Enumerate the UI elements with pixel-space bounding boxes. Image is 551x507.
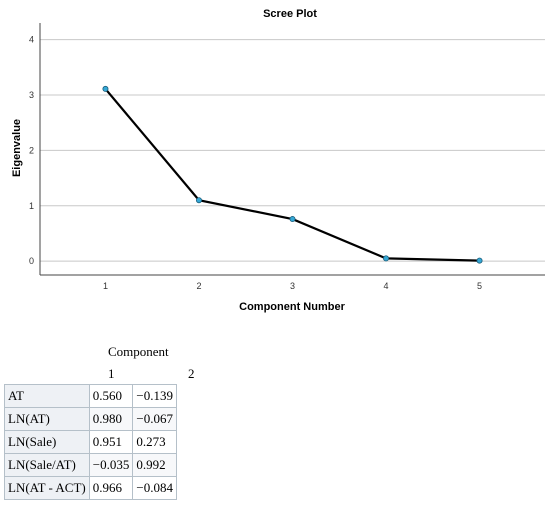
plot-area: 0 1 2 3 4 1 2 3 4 5	[29, 23, 545, 291]
data-point	[383, 255, 390, 262]
row-label: LN(AT - ACT)	[4, 476, 90, 500]
x-tick-label: 4	[384, 281, 389, 291]
component-1-value: −0.035	[88, 453, 134, 477]
component-1-value: 0.560	[88, 384, 134, 408]
table-row: LN(Sale/AT) −0.035 0.992	[4, 453, 177, 477]
data-point	[476, 257, 483, 264]
data-point	[102, 85, 109, 92]
x-tick-label: 3	[290, 281, 295, 291]
component-column-1: 1	[108, 366, 115, 381]
x-tick-label: 2	[196, 281, 201, 291]
component-1-value: 0.951	[88, 430, 134, 454]
y-tick-label: 2	[29, 145, 34, 155]
component-2-value: −0.084	[132, 476, 177, 500]
data-point	[195, 197, 202, 204]
eigenvalue-line	[104, 88, 480, 262]
row-label: LN(AT)	[4, 407, 90, 431]
y-tick-label: 1	[29, 201, 34, 211]
component-2-value: −0.139	[132, 384, 177, 408]
component-2-value: 0.992	[132, 453, 177, 477]
x-tick-label: 1	[103, 281, 108, 291]
loadings-grid: AT 0.560 −0.139 LN(AT) 0.980 −0.067 LN(Sale) 0.…	[4, 384, 177, 500]
table-row: LN(AT) 0.980 −0.067	[4, 407, 177, 431]
component-1-value: 0.980	[88, 407, 134, 431]
y-axis-label: Eigenvalue	[11, 119, 23, 177]
y-tick-label: 4	[29, 35, 34, 45]
x-axis-label: Component Number	[239, 301, 345, 313]
chart-title: Scree Plot	[263, 8, 317, 20]
row-label: LN(Sale/AT)	[4, 453, 90, 477]
table-row: LN(AT - ACT) 0.966 −0.084	[4, 476, 177, 500]
y-tick-label: 0	[29, 256, 34, 266]
y-tick-label: 3	[29, 90, 34, 100]
row-label: AT	[4, 384, 90, 408]
row-label: LN(Sale)	[4, 430, 90, 454]
component-1-value: 0.966	[88, 476, 134, 500]
data-point	[289, 216, 296, 223]
component-column-2: 2	[188, 366, 195, 381]
component-2-value: −0.067	[132, 407, 177, 431]
component-2-value: 0.273	[132, 430, 177, 454]
table-row: AT 0.560 −0.139	[4, 384, 177, 408]
scree-plot: Scree Plot 0 1 2 3 4 1 2 3 4 5 Component Number E…	[11, 8, 545, 313]
x-tick-label: 5	[477, 281, 482, 291]
table-row: LN(Sale) 0.951 0.273	[4, 430, 177, 454]
component-header: Component	[108, 344, 169, 359]
